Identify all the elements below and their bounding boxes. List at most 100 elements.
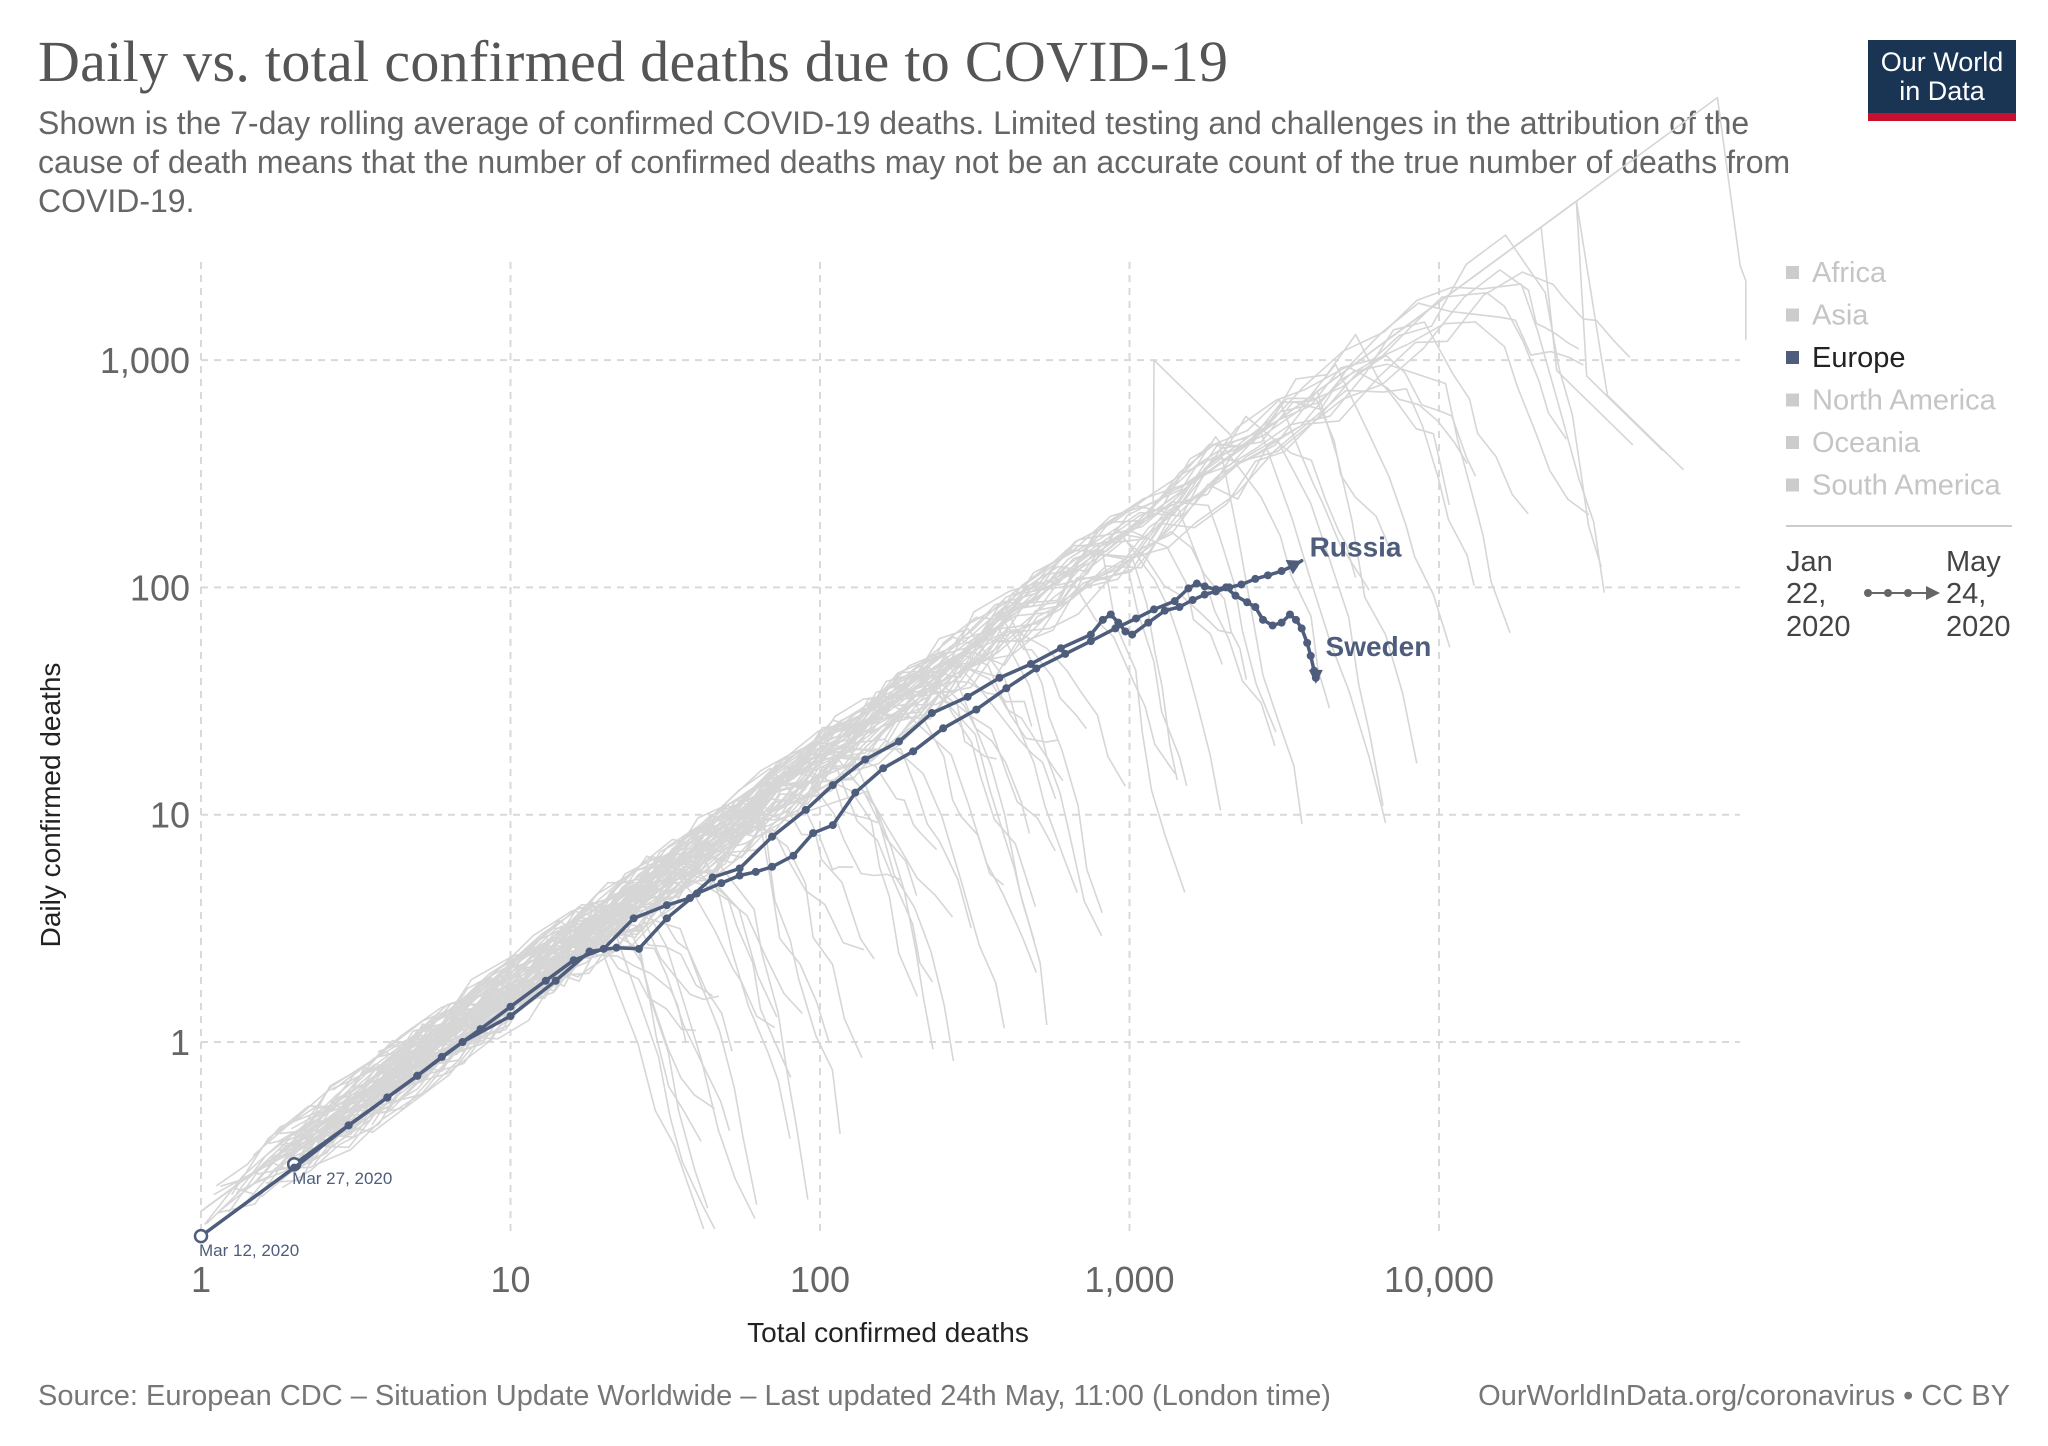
data-point-russia — [1121, 627, 1130, 636]
x-axis-label: Total confirmed deaths — [747, 1317, 1029, 1348]
data-point-russia — [1188, 596, 1197, 605]
background-country-line — [291, 915, 716, 1158]
legend-item-europe[interactable]: Europe — [1786, 342, 1906, 374]
data-point-sweden — [909, 747, 918, 756]
background-country-line — [228, 363, 1451, 1213]
data-point-sweden — [828, 821, 837, 830]
data-point-russia — [1144, 618, 1153, 627]
data-point-sweden — [1297, 624, 1306, 633]
data-point-russia — [801, 805, 810, 814]
legend-item-south-america[interactable]: South America — [1786, 470, 2001, 502]
data-point-russia — [768, 832, 777, 841]
data-point-russia — [895, 737, 904, 746]
data-point-sweden — [1303, 638, 1312, 647]
data-point-sweden — [768, 862, 777, 871]
x-tick-label: 10 — [490, 1259, 530, 1300]
data-point-russia — [1106, 610, 1115, 619]
legend-item-africa[interactable]: Africa — [1786, 257, 1887, 289]
data-point-russia — [995, 673, 1004, 682]
data-point-sweden — [789, 851, 798, 860]
background-country-line — [265, 539, 1232, 1184]
data-point-russia — [1056, 644, 1065, 653]
legend-swatch — [1786, 351, 1799, 364]
axes: 1 10 100 1,000 10,000 1 10 100 1,000 Total confir… — [35, 340, 1494, 1348]
legend-label: Oceania — [1812, 427, 1921, 459]
series-start-marker — [193, 1228, 209, 1244]
data-point-sweden — [939, 724, 948, 733]
data-point-russia — [927, 709, 936, 718]
x-tick-label: 1,000 — [1084, 1259, 1174, 1300]
footer-source: Source: European CDC – Situation Update … — [38, 1380, 1331, 1412]
data-point-russia — [1251, 574, 1260, 583]
data-point-russia — [1277, 567, 1286, 576]
x-tick-label: 100 — [790, 1259, 850, 1300]
legend-label: Europe — [1812, 342, 1906, 374]
data-point-sweden — [551, 976, 560, 985]
y-tick-label: 100 — [130, 567, 190, 608]
data-point-sweden — [735, 871, 744, 880]
time-range-end: 2020 — [1946, 611, 2011, 643]
background-country-line — [336, 398, 1370, 1102]
background-country-line — [312, 321, 1590, 1166]
data-point-russia — [963, 692, 972, 701]
legend-swatch — [1786, 393, 1799, 407]
data-point-sweden — [1291, 615, 1300, 624]
data-point-russia — [1128, 630, 1137, 639]
legend: Africa Asia Europe North America Oceania Sout… — [1786, 257, 2012, 643]
legend-item-oceania[interactable]: Oceania — [1786, 427, 1921, 459]
time-range-dot — [1864, 589, 1872, 597]
data-point-russia — [1237, 580, 1246, 589]
data-point-sweden — [1211, 585, 1220, 594]
series-line-sweden — [199, 581, 1318, 1238]
legend-item-asia[interactable]: Asia — [1786, 300, 1869, 332]
data-point-sweden — [1086, 637, 1095, 646]
data-point-russia — [861, 755, 870, 764]
series-label-sweden: Sweden — [1326, 631, 1432, 662]
legend-item-north-america[interactable]: North America — [1786, 385, 1997, 417]
time-range-arrow — [1926, 586, 1940, 600]
data-point-sweden — [662, 914, 671, 923]
data-point-sweden — [634, 944, 643, 953]
data-point-sweden — [1306, 651, 1315, 660]
legend-label: Africa — [1812, 257, 1887, 289]
legend-swatch — [1786, 436, 1799, 449]
background-country-line — [341, 945, 731, 1132]
data-point-sweden — [1200, 582, 1209, 591]
series-end-arrow — [1285, 560, 1302, 575]
data-point-russia — [506, 1002, 515, 1011]
data-point-russia — [828, 781, 837, 790]
background-country-line — [291, 909, 709, 1209]
data-point-sweden — [1231, 591, 1240, 600]
data-point-sweden — [1285, 610, 1294, 619]
data-point-sweden — [458, 1038, 467, 1046]
data-point-russia — [1263, 571, 1272, 580]
series-label-russia: Russia — [1310, 532, 1402, 563]
y-tick-label: 1 — [170, 1022, 190, 1063]
grid-lines — [200, 262, 1740, 1235]
chart-subtitle: Shown is the 7-day rolling average of co… — [38, 105, 1791, 219]
y-axis-label: Daily confirmed deaths — [35, 663, 66, 948]
data-point-sweden — [1132, 614, 1141, 623]
data-point-sweden — [972, 705, 981, 714]
data-point-sweden — [1111, 624, 1120, 633]
legend-label: Asia — [1812, 300, 1869, 332]
time-range-dot — [1884, 589, 1892, 597]
background-country-lines — [200, 96, 1747, 1230]
data-point-sweden — [1259, 615, 1268, 624]
background-country-line — [200, 96, 1747, 1212]
legend-swatch — [1786, 266, 1799, 279]
series-start-label: Mar 27, 2020 — [292, 1169, 392, 1188]
data-point-sweden — [413, 1071, 422, 1080]
legend-swatch — [1786, 478, 1799, 492]
background-country-line — [343, 530, 1248, 1103]
data-point-russia — [1175, 602, 1184, 611]
owid-logo[interactable]: Our World in Data — [1868, 40, 2016, 121]
data-point-sweden — [1277, 618, 1286, 627]
legend-label: South America — [1812, 470, 2001, 502]
data-point-russia — [1098, 615, 1107, 624]
data-point-sweden — [851, 788, 860, 797]
time-range-start: Jan — [1786, 546, 1833, 578]
footer-link[interactable]: OurWorldInData.org/coronavirus • CC BY — [1478, 1380, 2010, 1412]
data-point-sweden — [1268, 621, 1277, 630]
data-point-sweden — [1150, 605, 1159, 614]
